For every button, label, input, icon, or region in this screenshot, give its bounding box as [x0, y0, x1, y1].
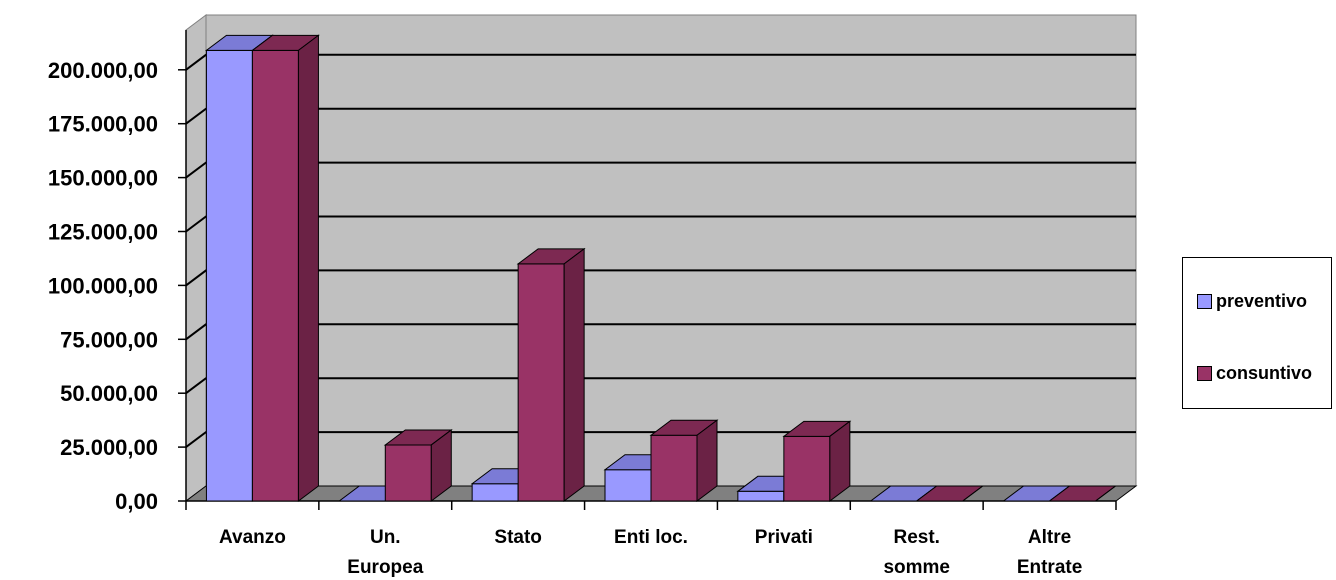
bar-consuntivo-6	[1048, 485, 1118, 502]
y-tick-label-4: 100.000,00	[48, 273, 158, 298]
bar-side-consuntivo-5	[962, 485, 984, 502]
bar-side-consuntivo-6	[1095, 485, 1116, 502]
bar-consuntivo-1	[383, 428, 453, 502]
y-tick-label-0: 0,00	[115, 489, 158, 514]
x-tick-label-3: Enti loc.	[614, 527, 688, 548]
bar-front-preventivo-4	[737, 490, 785, 502]
bar-front-consuntivo-1	[384, 444, 432, 502]
x-tick-label-0: Avanzo	[219, 527, 286, 548]
y-tick-label-6: 150.000,00	[48, 166, 158, 191]
y-tick-label-2: 50.000,00	[60, 381, 158, 406]
x-tick-label-6: Altre Entrate	[1017, 527, 1082, 578]
chart-walls	[184, 14, 1138, 502]
legend-label-consuntivo: consuntivo	[1216, 363, 1313, 383]
x-tick-labels: Avanzo Un. Europea Stato Enti loc. Privati Res…	[219, 527, 1082, 578]
bar-consuntivo-2	[516, 247, 586, 502]
side-wall	[185, 14, 207, 502]
bar-side-consuntivo-1	[430, 428, 452, 502]
x-tick-label-4: Privati	[755, 527, 813, 548]
y-tick-label-3: 75.000,00	[60, 327, 158, 352]
bar-side-consuntivo-4	[829, 420, 851, 502]
legend-swatch-preventivo	[1197, 294, 1212, 309]
back-wall	[205, 14, 1137, 487]
bar-side-consuntivo-2	[563, 247, 585, 502]
legend-swatch-consuntivo	[1197, 366, 1212, 381]
x-tick-label-2: Stato	[494, 527, 542, 548]
y-tick-label-7: 175.000,00	[48, 112, 158, 137]
bar-side-consuntivo-3	[696, 419, 718, 502]
bar-side-consuntivo-0	[297, 34, 319, 502]
legend-label-preventivo: preventivo	[1216, 291, 1308, 311]
y-tick-labels: 0,00 25.000,00 50.000,00 75.000,00 100.000,0…	[48, 58, 158, 514]
legend: preventivo consuntivo	[1182, 257, 1332, 409]
x-tick-label-5: Rest. somme	[883, 527, 950, 578]
y-tick-label-1: 25.000,00	[60, 435, 158, 460]
bar-front-consuntivo-4	[783, 435, 831, 502]
x-tick-label-1: Un. Europea	[347, 527, 423, 578]
bar-front-consuntivo-2	[517, 263, 565, 502]
bar-consuntivo-3	[649, 419, 719, 502]
y-tick-label-8: 200.000,00	[48, 58, 158, 83]
bar-consuntivo-5	[915, 485, 985, 502]
bar-consuntivo-0	[250, 34, 320, 502]
bars	[204, 34, 1118, 503]
bar-front-preventivo-3	[604, 469, 652, 502]
legend-item-preventivo: preventivo	[1197, 291, 1307, 312]
bar-front-consuntivo-0	[251, 49, 299, 502]
y-tick-label-5: 125.000,00	[48, 220, 158, 245]
bar-consuntivo-4	[782, 420, 852, 502]
legend-item-consuntivo: consuntivo	[1197, 363, 1312, 384]
bar-front-preventivo-0	[205, 49, 253, 502]
bar-front-consuntivo-3	[650, 434, 698, 502]
bar-front-preventivo-2	[471, 483, 519, 502]
